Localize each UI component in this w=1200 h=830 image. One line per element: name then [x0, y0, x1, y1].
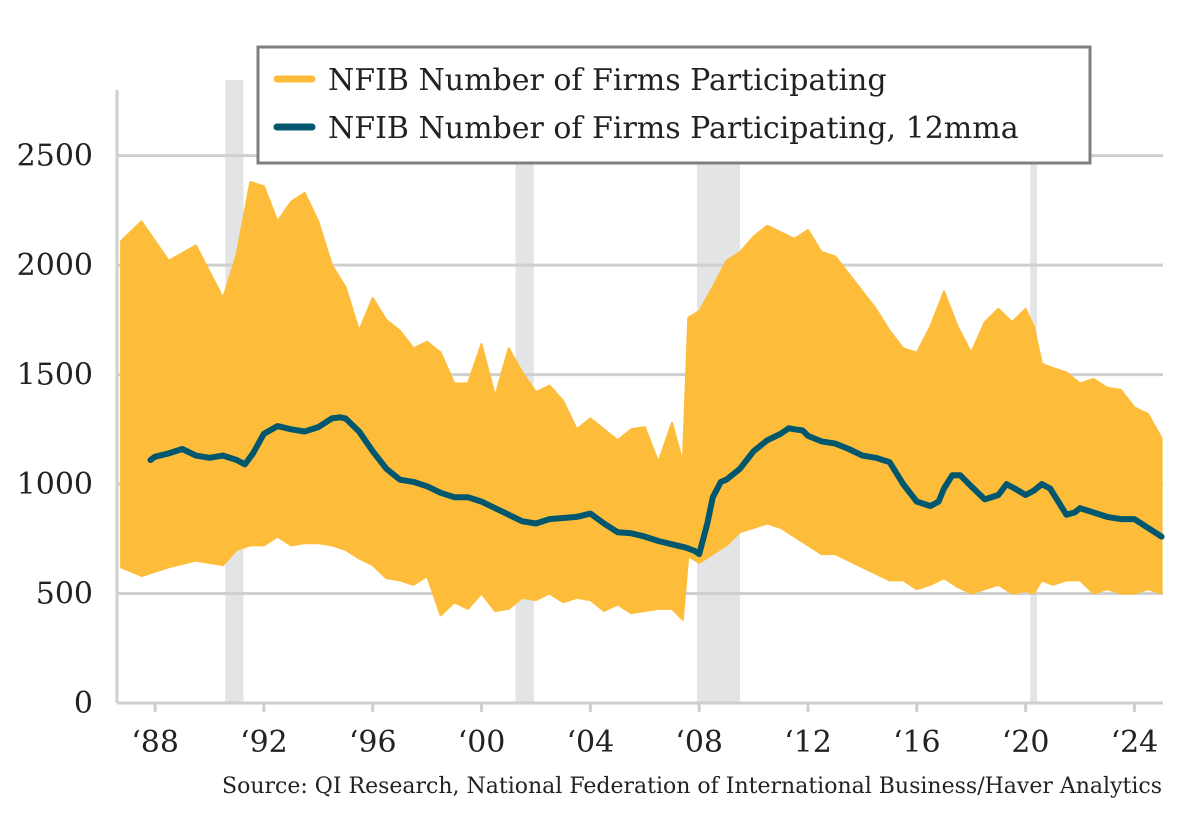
- source-note: Source: QI Research, National Federation…: [222, 774, 1162, 799]
- series-band-firms-participating: [120, 181, 1163, 621]
- x-tick-label: ‘96: [349, 725, 397, 760]
- x-tick-label: ‘92: [240, 725, 288, 760]
- y-tick-label: 1000: [17, 467, 93, 502]
- legend-box: [256, 45, 1092, 165]
- x-tick-label: ‘00: [458, 725, 506, 760]
- y-tick-label: 500: [36, 577, 93, 612]
- y-tick-label: 2500: [17, 139, 93, 174]
- series-firms-participating: [120, 181, 1163, 621]
- legend: NFIB Number of Firms Participating NFIB …: [256, 45, 1092, 165]
- legend-label-firms: NFIB Number of Firms Participating: [328, 63, 887, 98]
- axes: [115, 90, 1163, 712]
- x-tick-label: ‘08: [675, 725, 723, 760]
- y-tick-label: 2000: [17, 248, 93, 283]
- x-tick-label: ‘88: [131, 725, 179, 760]
- x-tick-label: ‘16: [893, 725, 941, 760]
- x-tick-label: ‘04: [566, 725, 614, 760]
- x-tick-labels: ‘88 ‘92 ‘96 ‘00 ‘04 ‘08 ‘12 ‘16 ‘20 ‘24: [131, 725, 1158, 760]
- y-tick-labels: 0 500 1000 1500 2000 2500: [17, 139, 93, 721]
- legend-label-12mma: NFIB Number of Firms Participating, 12mm…: [328, 111, 1019, 146]
- y-tick-label: 1500: [17, 358, 93, 393]
- x-tick-label: ‘24: [1111, 725, 1159, 760]
- y-tick-label: 0: [74, 686, 93, 721]
- series-firms-participating-12mma: [147, 414, 1165, 558]
- series-line-12mma: [147, 414, 1165, 558]
- x-tick-label: ‘20: [1002, 725, 1050, 760]
- x-tick-label: ‘12: [784, 725, 832, 760]
